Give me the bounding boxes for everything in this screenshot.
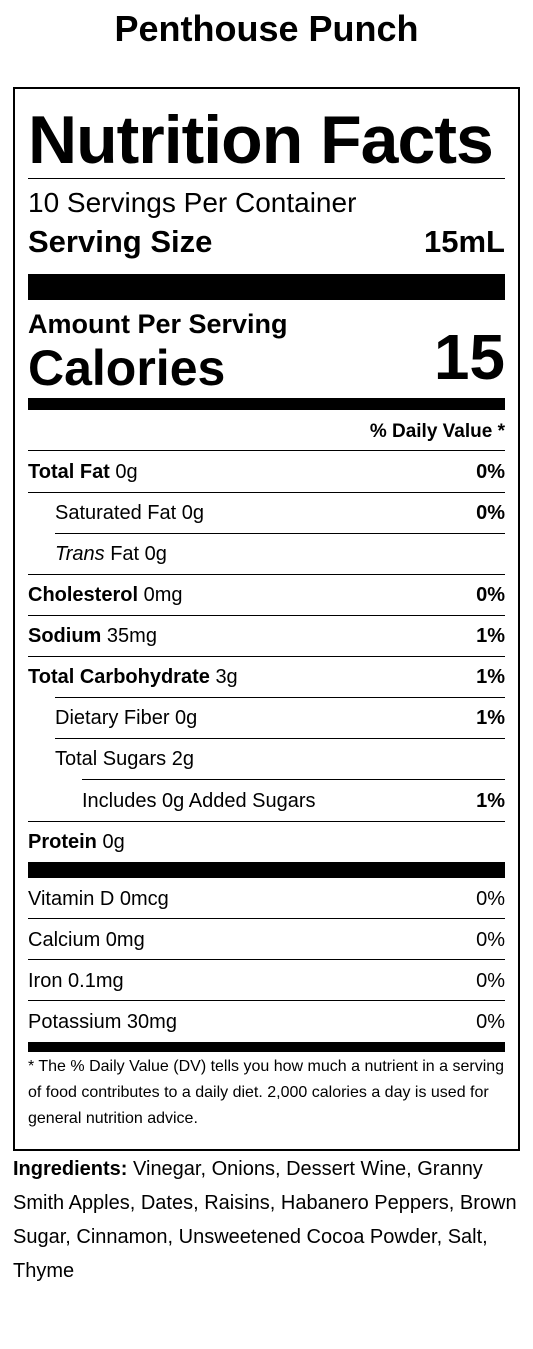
- nutrient-row-protein: Protein 0g: [28, 822, 505, 862]
- nutrient-name: Total Fat: [28, 460, 110, 483]
- nutrient-row-cholesterol: Cholesterol 0mg 0%: [28, 575, 505, 615]
- divider-thin: [28, 574, 505, 575]
- nutrient-row-added-sugars: Includes 0g Added Sugars 1%: [82, 781, 505, 821]
- nutrient-name: Sodium: [28, 624, 102, 647]
- divider-thin: [28, 178, 505, 179]
- divider-thick: [28, 274, 505, 300]
- vitamin-text: Potassium 30mg: [28, 1010, 177, 1033]
- divider-thin: [28, 615, 505, 616]
- nutrient-name: Saturated Fat: [55, 501, 177, 524]
- serving-size-row: Serving Size 15mL: [28, 222, 505, 262]
- nutrition-facts-title: Nutrition Facts: [28, 102, 494, 178]
- nutrient-dv: 0%: [476, 501, 505, 524]
- servings-per-container: 10 Servings Per Container: [28, 187, 357, 218]
- vitamin-text: Calcium 0mg: [28, 928, 145, 951]
- nutrient-name: Trans: [55, 542, 105, 565]
- nutrient-row-total-carbohydrate: Total Carbohydrate 3g 1%: [28, 657, 505, 697]
- nutrient-name: Includes 0g Added Sugars: [82, 789, 316, 812]
- vitamin-dv: 0%: [476, 887, 505, 910]
- calories-label: Calories: [28, 340, 226, 396]
- nutrient-dv: 0%: [476, 583, 505, 606]
- nutrient-amount: 0g: [102, 830, 125, 853]
- ingredients-label: Ingredients:: [13, 1158, 128, 1180]
- serving-size-value: 15mL: [424, 224, 505, 259]
- nutrient-dv: 1%: [476, 665, 505, 688]
- nutrient-name: Total Sugars: [55, 747, 167, 770]
- nutrient-amount: 0g: [115, 460, 138, 483]
- nutrient-amount: 0g: [181, 501, 204, 524]
- divider-thin: [55, 697, 505, 698]
- product-title: Penthouse Punch: [114, 8, 419, 49]
- daily-value-footnote: * The % Daily Value (DV) tells you how m…: [28, 1058, 505, 1127]
- nutrient-row-total-sugars: Total Sugars 2g: [55, 739, 505, 779]
- nutrient-dv: 1%: [476, 624, 505, 647]
- ingredients: Ingredients: Vinegar, Onions, Dessert Wi…: [13, 1152, 519, 1288]
- vitamin-text: Vitamin D 0mcg: [28, 887, 169, 910]
- divider-thin: [28, 656, 505, 657]
- divider-thin: [28, 918, 505, 919]
- divider-thin: [82, 779, 505, 780]
- nutrient-name-suffix: Fat: [110, 542, 140, 565]
- nutrient-amount: 0mg: [143, 583, 183, 606]
- nutrient-dv: 0%: [476, 460, 505, 483]
- vitamin-row-potassium: Potassium 30mg 0%: [28, 1002, 505, 1042]
- nutrient-name: Total Carbohydrate: [28, 665, 210, 688]
- vitamin-row-calcium: Calcium 0mg 0%: [28, 920, 505, 960]
- vitamin-dv: 0%: [476, 969, 505, 992]
- divider-thin: [55, 533, 505, 534]
- vitamin-dv: 0%: [476, 928, 505, 951]
- nutrient-row-dietary-fiber: Dietary Fiber 0g 1%: [55, 698, 505, 738]
- calories-value: 15: [433, 321, 505, 393]
- nutrient-row-trans-fat: Trans Fat 0g: [55, 534, 505, 574]
- divider-thin: [28, 1000, 505, 1001]
- divider-thin: [28, 450, 505, 451]
- vitamin-row-vitamin-d: Vitamin D 0mcg 0%: [28, 879, 505, 919]
- divider-thick: [28, 862, 505, 878]
- nutrient-name: Dietary Fiber: [55, 706, 170, 729]
- divider-thin: [28, 821, 505, 822]
- nutrient-amount: 0g: [144, 542, 167, 565]
- daily-value-header: % Daily Value *: [369, 421, 505, 442]
- divider-thin: [28, 492, 505, 493]
- amount-per-serving: Amount Per Serving: [28, 309, 288, 339]
- vitamin-text: Iron 0.1mg: [28, 969, 124, 992]
- nutrient-row-saturated-fat: Saturated Fat 0g 0%: [55, 493, 505, 533]
- nutrient-amount: 35mg: [106, 624, 157, 647]
- nutrient-amount: 0g: [175, 706, 198, 729]
- nutrient-amount: 2g: [171, 747, 194, 770]
- nutrient-name: Protein: [28, 830, 97, 853]
- divider-thin: [28, 959, 505, 960]
- nutrient-row-total-fat: Total Fat 0g 0%: [28, 452, 505, 492]
- nutrient-dv: 1%: [476, 789, 505, 812]
- nutrient-dv: 1%: [476, 706, 505, 729]
- vitamin-dv: 0%: [476, 1010, 505, 1033]
- divider-thin: [55, 738, 505, 739]
- vitamin-row-iron: Iron 0.1mg 0%: [28, 961, 505, 1001]
- ingredients-text: Vinegar, Onions, Dessert Wine, Granny Sm…: [13, 1158, 517, 1282]
- nutrient-name: Cholesterol: [28, 583, 139, 606]
- calories-row: Calories 15: [28, 324, 505, 398]
- nutrition-facts-panel: [13, 87, 520, 1151]
- divider-medium: [28, 398, 505, 410]
- nutrient-row-sodium: Sodium 35mg 1%: [28, 616, 505, 656]
- serving-size-label: Serving Size: [28, 224, 213, 259]
- nutrient-amount: 3g: [215, 665, 238, 688]
- divider-medium: [28, 1042, 505, 1052]
